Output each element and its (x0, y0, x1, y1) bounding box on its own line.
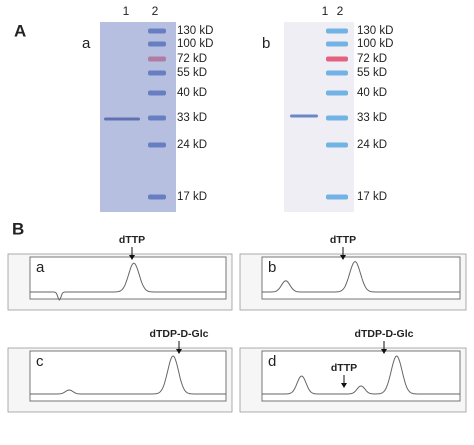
marker-band (326, 90, 348, 96)
plot-area (261, 350, 461, 402)
marker-label: 55 kD (177, 67, 207, 79)
marker-band (148, 142, 166, 148)
marker-label: 72 kD (177, 53, 207, 65)
marker-label: 55 kD (357, 67, 387, 79)
marker-band (148, 70, 166, 76)
marker-label: 72 kD (357, 53, 387, 65)
marker-band (148, 194, 166, 200)
arrow-head (176, 349, 182, 354)
panel-label: B (12, 219, 24, 238)
lane-label: 1 (123, 4, 130, 18)
marker-label: 40 kD (357, 87, 387, 99)
marker-band (326, 28, 348, 34)
gel-label: b (262, 35, 270, 52)
marker-label: 33 kD (177, 112, 207, 124)
marker-label: 17 kD (177, 191, 207, 203)
marker-band (326, 70, 348, 76)
marker-band (148, 28, 166, 34)
plot-area (261, 256, 461, 300)
peak-label: dTTP (119, 234, 145, 246)
marker-band (148, 56, 166, 62)
trace (262, 355, 460, 395)
peak-label: dTDP-D-Glc (355, 328, 414, 340)
marker-label: 24 kD (177, 139, 207, 151)
peak-label: dTTP (331, 362, 357, 374)
marker-label: 40 kD (177, 87, 207, 99)
arrow-head (381, 349, 387, 354)
peak-label: dTTP (330, 234, 356, 246)
sample-band (104, 117, 140, 121)
marker-band (326, 56, 348, 62)
marker-label: 100 kD (177, 38, 213, 50)
arrow-head (340, 255, 346, 260)
marker-label: 130 kD (177, 25, 213, 37)
marker-label: 17 kD (357, 191, 387, 203)
arrow-head (341, 383, 347, 388)
marker-band (326, 41, 348, 47)
sample-band (290, 114, 318, 118)
trace (262, 261, 460, 293)
trace (30, 262, 226, 301)
chromatogram-label: d (268, 353, 276, 370)
marker-label: 33 kD (357, 112, 387, 124)
chromatogram-label: c (36, 353, 44, 370)
marker-band (148, 90, 166, 96)
gel-label: a (82, 35, 91, 52)
marker-band (326, 115, 348, 121)
trace (30, 355, 226, 395)
marker-label: 24 kD (357, 139, 387, 151)
marker-label: 130 kD (357, 25, 393, 37)
lane-label: 2 (152, 4, 159, 18)
lane-label: 2 (337, 4, 344, 18)
lane-label: 1 (322, 4, 329, 18)
arrow-head (129, 255, 135, 260)
chromatogram-label: a (36, 259, 45, 276)
chromatogram-label: b (268, 259, 276, 276)
marker-label: 100 kD (357, 38, 393, 50)
marker-band (148, 115, 166, 121)
marker-band (148, 41, 166, 47)
panel-label: A (14, 21, 26, 40)
marker-band (326, 194, 348, 200)
peak-label: dTDP-D-Glc (150, 328, 209, 340)
marker-band (326, 142, 348, 148)
